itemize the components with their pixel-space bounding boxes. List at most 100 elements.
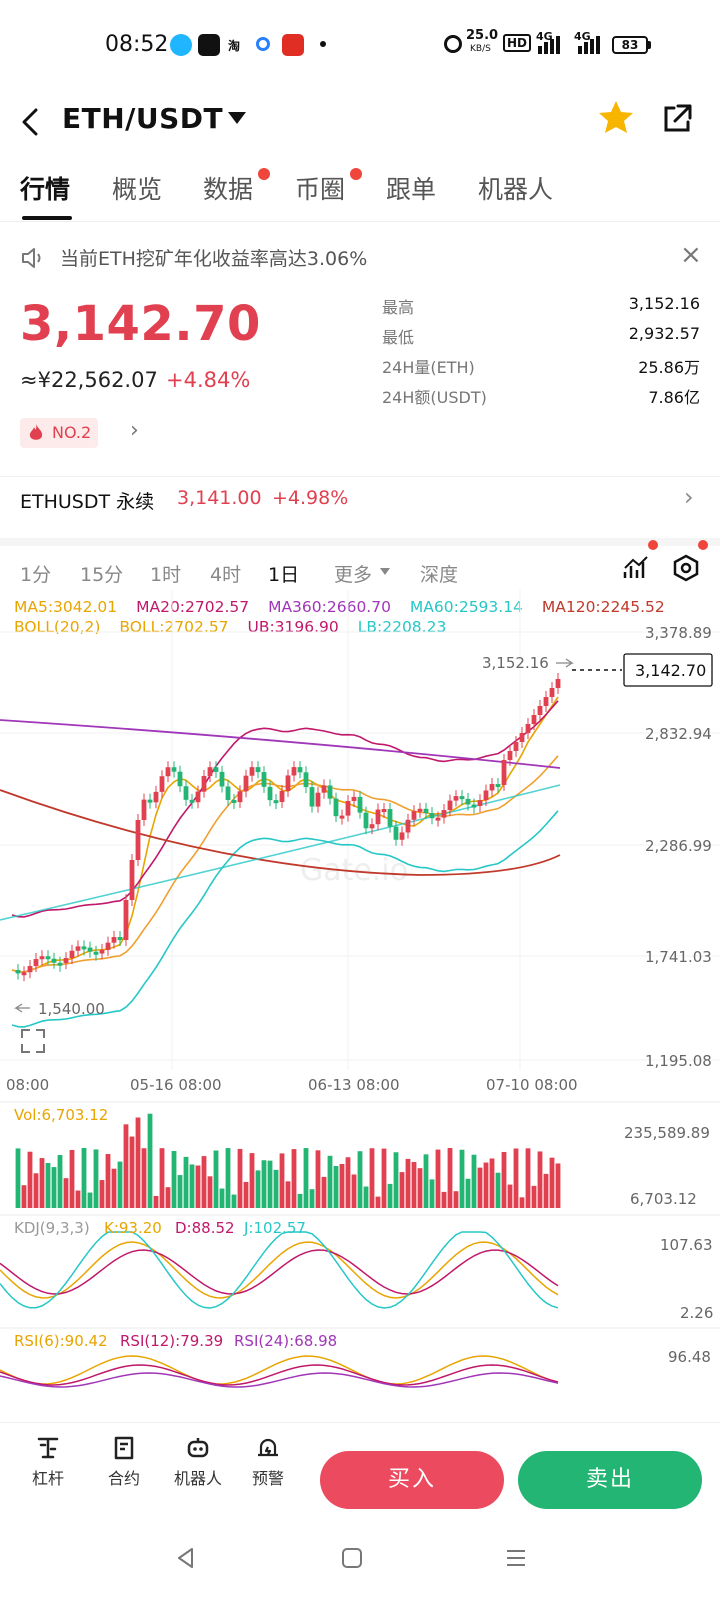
volume-bar bbox=[411, 1162, 417, 1208]
volume-bar bbox=[93, 1149, 99, 1208]
price-tick-3: 2,286.99 bbox=[645, 837, 712, 855]
candle-body bbox=[207, 767, 213, 776]
indicator-icon[interactable] bbox=[622, 554, 650, 582]
interval-depth[interactable]: 深度 bbox=[420, 564, 459, 586]
leverage-button[interactable]: 杠杆 bbox=[16, 1435, 80, 1489]
candle-body bbox=[471, 804, 477, 808]
interval-1h[interactable]: 1时 bbox=[150, 564, 182, 586]
volume-bar bbox=[117, 1161, 123, 1208]
more-caret-icon[interactable] bbox=[380, 568, 390, 575]
vol-tick-max: 235,589.89 bbox=[624, 1124, 710, 1142]
favorite-star-icon[interactable] bbox=[596, 98, 636, 138]
settings-hex-icon[interactable] bbox=[672, 554, 700, 582]
sell-button[interactable]: 卖出 bbox=[518, 1451, 702, 1509]
candle-body bbox=[309, 787, 315, 807]
volume-bar bbox=[15, 1148, 21, 1208]
tab-circle[interactable]: 币圈 bbox=[295, 175, 346, 204]
volume-bar bbox=[33, 1173, 39, 1208]
volume-bar bbox=[57, 1155, 63, 1208]
volume-bar bbox=[525, 1148, 531, 1208]
perpetual-row[interactable]: ETHUSDT 永续 3,141.00 +4.98% › bbox=[0, 476, 720, 526]
low-marker: 1,540.00 bbox=[38, 1000, 105, 1018]
chevron-right-icon[interactable]: › bbox=[130, 418, 139, 443]
volume-bar bbox=[261, 1160, 267, 1208]
tab-data[interactable]: 数据 bbox=[203, 175, 254, 204]
candle-body bbox=[213, 767, 219, 772]
candle-body bbox=[279, 791, 285, 803]
candle-body bbox=[159, 776, 165, 792]
volume-bar bbox=[207, 1176, 213, 1208]
kdj-k-line bbox=[0, 1241, 559, 1299]
volume-bar bbox=[273, 1169, 279, 1208]
candle-body bbox=[237, 791, 243, 803]
vol-label: Vol:6,703.12 bbox=[14, 1106, 108, 1124]
nav-home-icon[interactable] bbox=[340, 1546, 364, 1570]
volume-bar bbox=[267, 1160, 273, 1208]
chevron-right-icon: › bbox=[684, 483, 694, 511]
robot-button[interactable]: 机器人 bbox=[166, 1435, 230, 1489]
pair-title[interactable]: ETH/USDT bbox=[62, 102, 224, 135]
close-icon[interactable]: × bbox=[680, 240, 702, 270]
volume-bar bbox=[75, 1190, 81, 1208]
candle-body bbox=[297, 767, 303, 773]
interval-bar: 1分 15分 1时 4时 1日 更多 深度 bbox=[0, 538, 720, 588]
net-speed: 25.0 bbox=[466, 28, 499, 43]
alert-button[interactable]: 预警 bbox=[236, 1435, 300, 1489]
candle-body bbox=[387, 809, 393, 827]
candle-body bbox=[441, 810, 447, 818]
last-price: 3,142.70 bbox=[20, 296, 261, 352]
candle-body bbox=[189, 799, 195, 803]
alarm-icon bbox=[444, 35, 462, 53]
fullscreen-icon[interactable] bbox=[21, 1029, 45, 1053]
candle-body bbox=[165, 767, 171, 777]
tab-copytrade[interactable]: 跟单 bbox=[386, 175, 437, 204]
tab-overview[interactable]: 概览 bbox=[112, 175, 163, 204]
candle-body bbox=[27, 966, 33, 973]
stat-low-value: 2,932.57 bbox=[628, 324, 700, 343]
tab-robot[interactable]: 机器人 bbox=[478, 175, 554, 204]
nav-back-icon[interactable] bbox=[174, 1546, 198, 1570]
candle-body bbox=[537, 706, 543, 715]
candle-body bbox=[417, 808, 423, 812]
speaker-icon bbox=[22, 248, 41, 268]
price-tick-5: 1,195.08 bbox=[645, 1052, 712, 1070]
rank-badge[interactable]: NO.2 bbox=[20, 418, 98, 448]
header: ETH/USDT bbox=[0, 90, 720, 156]
volume-bar bbox=[417, 1168, 423, 1208]
share-icon[interactable] bbox=[660, 102, 694, 136]
interval-1d[interactable]: 1日 bbox=[268, 564, 300, 586]
time-tick-2: 05-16 08:00 bbox=[130, 1076, 222, 1094]
signal1-icon bbox=[538, 36, 560, 54]
interval-1m[interactable]: 1分 bbox=[20, 564, 52, 586]
volume-bar bbox=[351, 1174, 357, 1208]
kdj-lines bbox=[0, 1231, 559, 1309]
tab-market[interactable]: 行情 bbox=[20, 175, 71, 204]
bottom-action-bar: 杠杆 合约 机器人 预警 买入 卖出 bbox=[0, 1422, 720, 1522]
kline-chart[interactable]: Gate.io 3,378.89 2,832.94 2,286.99 1,741… bbox=[0, 590, 720, 1420]
candle-body bbox=[147, 799, 153, 803]
chevron-down-icon[interactable] bbox=[228, 112, 246, 124]
volume-bar bbox=[291, 1149, 297, 1208]
candle-body bbox=[105, 942, 111, 950]
contract-button[interactable]: 合约 bbox=[92, 1435, 156, 1489]
candle-body bbox=[399, 832, 405, 840]
interval-15m[interactable]: 15分 bbox=[80, 564, 124, 586]
interval-more[interactable]: 更多 bbox=[334, 564, 373, 586]
interval-4h[interactable]: 4时 bbox=[210, 564, 242, 586]
nav-menu-icon[interactable] bbox=[504, 1546, 528, 1570]
rsi12-label: RSI(12):79.39 bbox=[120, 1332, 223, 1350]
notice-bar[interactable]: 当前ETH挖矿年化收益率高达3.06% × bbox=[0, 236, 720, 280]
candle-body bbox=[69, 950, 75, 959]
volume-bar bbox=[537, 1151, 543, 1208]
back-icon[interactable] bbox=[18, 104, 44, 140]
candle-body bbox=[225, 786, 231, 800]
volume-bar bbox=[141, 1148, 147, 1208]
volume-bar bbox=[543, 1173, 549, 1208]
candle-body bbox=[555, 679, 561, 688]
volume-bar bbox=[177, 1175, 183, 1208]
volume-bar bbox=[45, 1163, 51, 1208]
buy-button[interactable]: 买入 bbox=[320, 1451, 504, 1509]
volume-bar bbox=[489, 1158, 495, 1208]
volume-bar bbox=[495, 1172, 501, 1208]
volume-bar bbox=[339, 1163, 345, 1208]
